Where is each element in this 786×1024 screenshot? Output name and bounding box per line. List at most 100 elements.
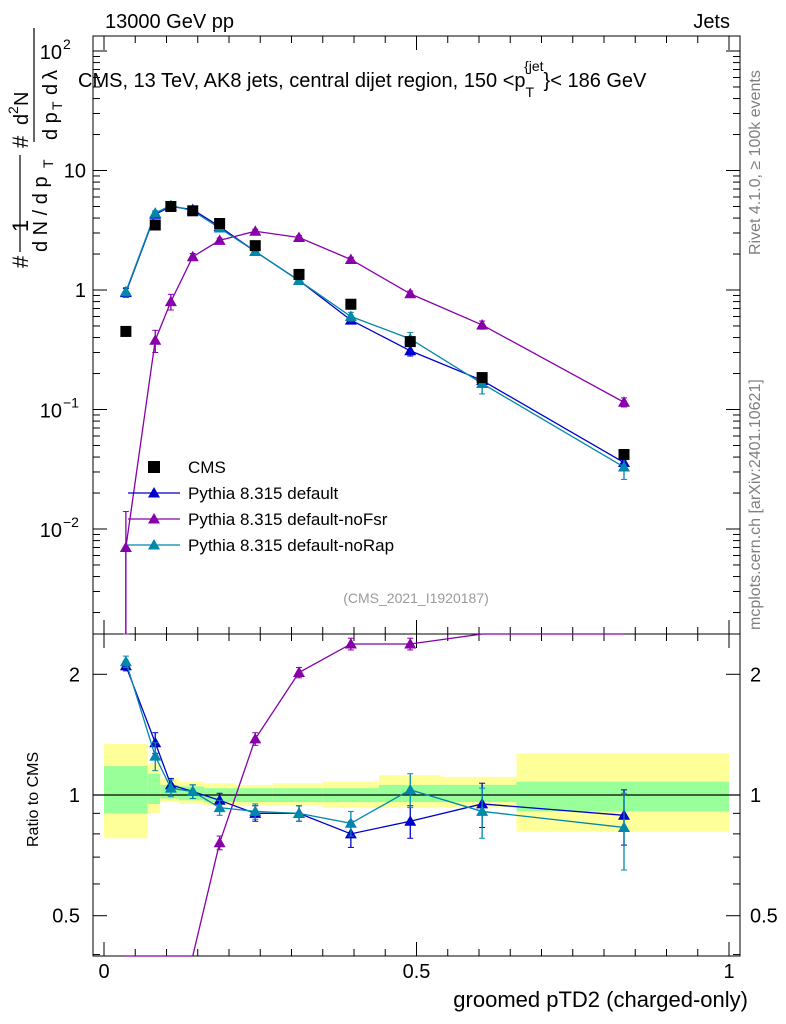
series-point-1	[293, 231, 305, 242]
series-point-1	[164, 295, 177, 307]
side-text-top: Rivet 4.1.0, ≥ 100k events	[747, 70, 764, 255]
svg-text:CMS, 13 TeV, AK8 jets, central: CMS, 13 TeV, AK8 jets, central dijet reg…	[78, 58, 647, 100]
svg-text:#: #	[8, 255, 33, 268]
ratio-point-1	[213, 836, 226, 848]
y-tick-exponent: 2	[63, 36, 71, 52]
y-tick-label: 10	[40, 401, 62, 423]
x-tick-label: 1	[723, 961, 734, 983]
ratio-series-2	[119, 655, 630, 871]
title-suffix: }< 186 GeV	[544, 70, 648, 92]
series-1	[119, 225, 630, 635]
cms-point	[214, 218, 226, 230]
series-point-0	[404, 344, 417, 356]
series-point-2	[149, 207, 162, 218]
ratio-ticks: 0.5 0.5 1 1 2 2	[52, 664, 778, 956]
ratio-point-2	[164, 782, 177, 793]
band-inner-0	[104, 766, 148, 814]
band-inner-10	[516, 781, 729, 812]
title-sup: {jet	[524, 58, 544, 74]
y-tick-label: 1	[75, 280, 86, 302]
ratio-series-1	[125, 633, 624, 957]
cms-point	[476, 372, 488, 384]
series-line-2	[125, 204, 625, 468]
ratio-point-1	[249, 732, 262, 744]
ratio-y-tick-label-right: 2	[750, 664, 761, 686]
ratio-point-2	[119, 655, 132, 667]
ratio-point-2	[618, 821, 630, 832]
cms-point	[187, 205, 199, 217]
side-text-bottom: mcplots.cern.ch [arXiv:2401.10621]	[747, 379, 764, 630]
series-point-1	[344, 253, 357, 264]
ratio-y-tick-label: 0.5	[52, 906, 80, 928]
legend-label-2: Pythia 8.315 default-noFsr	[188, 510, 388, 529]
legend-label-3: Pythia 8.315 default-noRap	[188, 536, 394, 555]
cms-point	[618, 449, 630, 461]
title-sub: T	[526, 84, 535, 100]
y-tick-exponent: −1	[63, 395, 79, 411]
legend-label-0: CMS	[188, 458, 226, 477]
header-right: Jets	[693, 11, 730, 33]
y-tick-label: 10	[40, 520, 62, 542]
main-series	[119, 199, 630, 635]
svg-text:λ: λ	[40, 70, 62, 80]
legend-marker-cms	[148, 461, 160, 473]
band-inner-9	[441, 784, 517, 803]
series-line-1	[125, 230, 625, 634]
cms-point	[345, 298, 357, 310]
x-axis-label: groomed pTD2 (charged-only)	[453, 987, 748, 1012]
series-point-1	[404, 287, 417, 299]
header-left: 13000 GeV pp	[105, 11, 234, 33]
y-tick-exponent: −2	[63, 514, 79, 530]
svg-text:d N / d p: d N / d p	[30, 176, 52, 252]
ratio-y-tick-label: 2	[69, 664, 80, 686]
series-point-1	[149, 334, 162, 345]
svg-text:N: N	[11, 92, 33, 106]
series-0	[119, 200, 630, 471]
ratio-y-tick-label: 1	[69, 785, 80, 807]
legend-marker-3	[148, 539, 160, 550]
ratio-point-2	[476, 805, 489, 816]
ratio-point-0	[213, 794, 226, 805]
svg-text:d p: d p	[40, 112, 62, 140]
ratio-point-1	[344, 637, 357, 649]
ratio-point-0	[404, 815, 417, 826]
legend-label-1: Pythia 8.315 default	[188, 484, 339, 503]
svg-text:T: T	[49, 101, 65, 110]
cms-point	[149, 219, 161, 231]
ratio-point-2	[186, 785, 199, 797]
band-inner-1	[147, 773, 161, 804]
ratio-point-2	[293, 807, 305, 818]
y-tick-label: 10	[40, 42, 62, 64]
ratio-series	[119, 633, 630, 957]
ratio-y-tick-label-right: 1	[750, 785, 761, 807]
main-ylabel: # 1 d N / d p T # d 2 N d p T d λ	[5, 28, 65, 268]
ratio-point-2	[344, 817, 357, 828]
ratio-point-2	[404, 783, 417, 795]
chart-title: CMS, 13 TeV, AK8 jets, central dijet reg…	[78, 58, 647, 100]
series-point-1	[119, 541, 132, 553]
svg-text:d: d	[11, 114, 33, 125]
ratio-point-2	[149, 750, 162, 761]
series-point-1	[249, 225, 262, 236]
x-tick-label: 0	[98, 961, 109, 983]
series-point-2	[119, 285, 132, 297]
ratio-y-tick-label-right: 0.5	[750, 906, 778, 928]
series-point-2	[618, 461, 630, 472]
series-point-1	[618, 396, 630, 407]
ratio-point-2	[213, 801, 226, 813]
series-point-1	[476, 318, 489, 330]
series-line-0	[125, 205, 625, 464]
series-point-1	[186, 250, 199, 262]
x-tick-label: 0.5	[403, 961, 431, 983]
series-2	[119, 199, 630, 480]
series-point-1	[213, 234, 226, 245]
ratio-point-2	[249, 805, 262, 816]
title-prefix: CMS, 13 TeV, AK8 jets, central dijet reg…	[78, 70, 526, 92]
cms-point	[165, 200, 177, 212]
svg-text:#: #	[8, 135, 33, 148]
analysis-id: (CMS_2021_I1920187)	[343, 590, 489, 606]
legend-marker-1	[148, 487, 160, 498]
cms-point	[120, 325, 132, 337]
